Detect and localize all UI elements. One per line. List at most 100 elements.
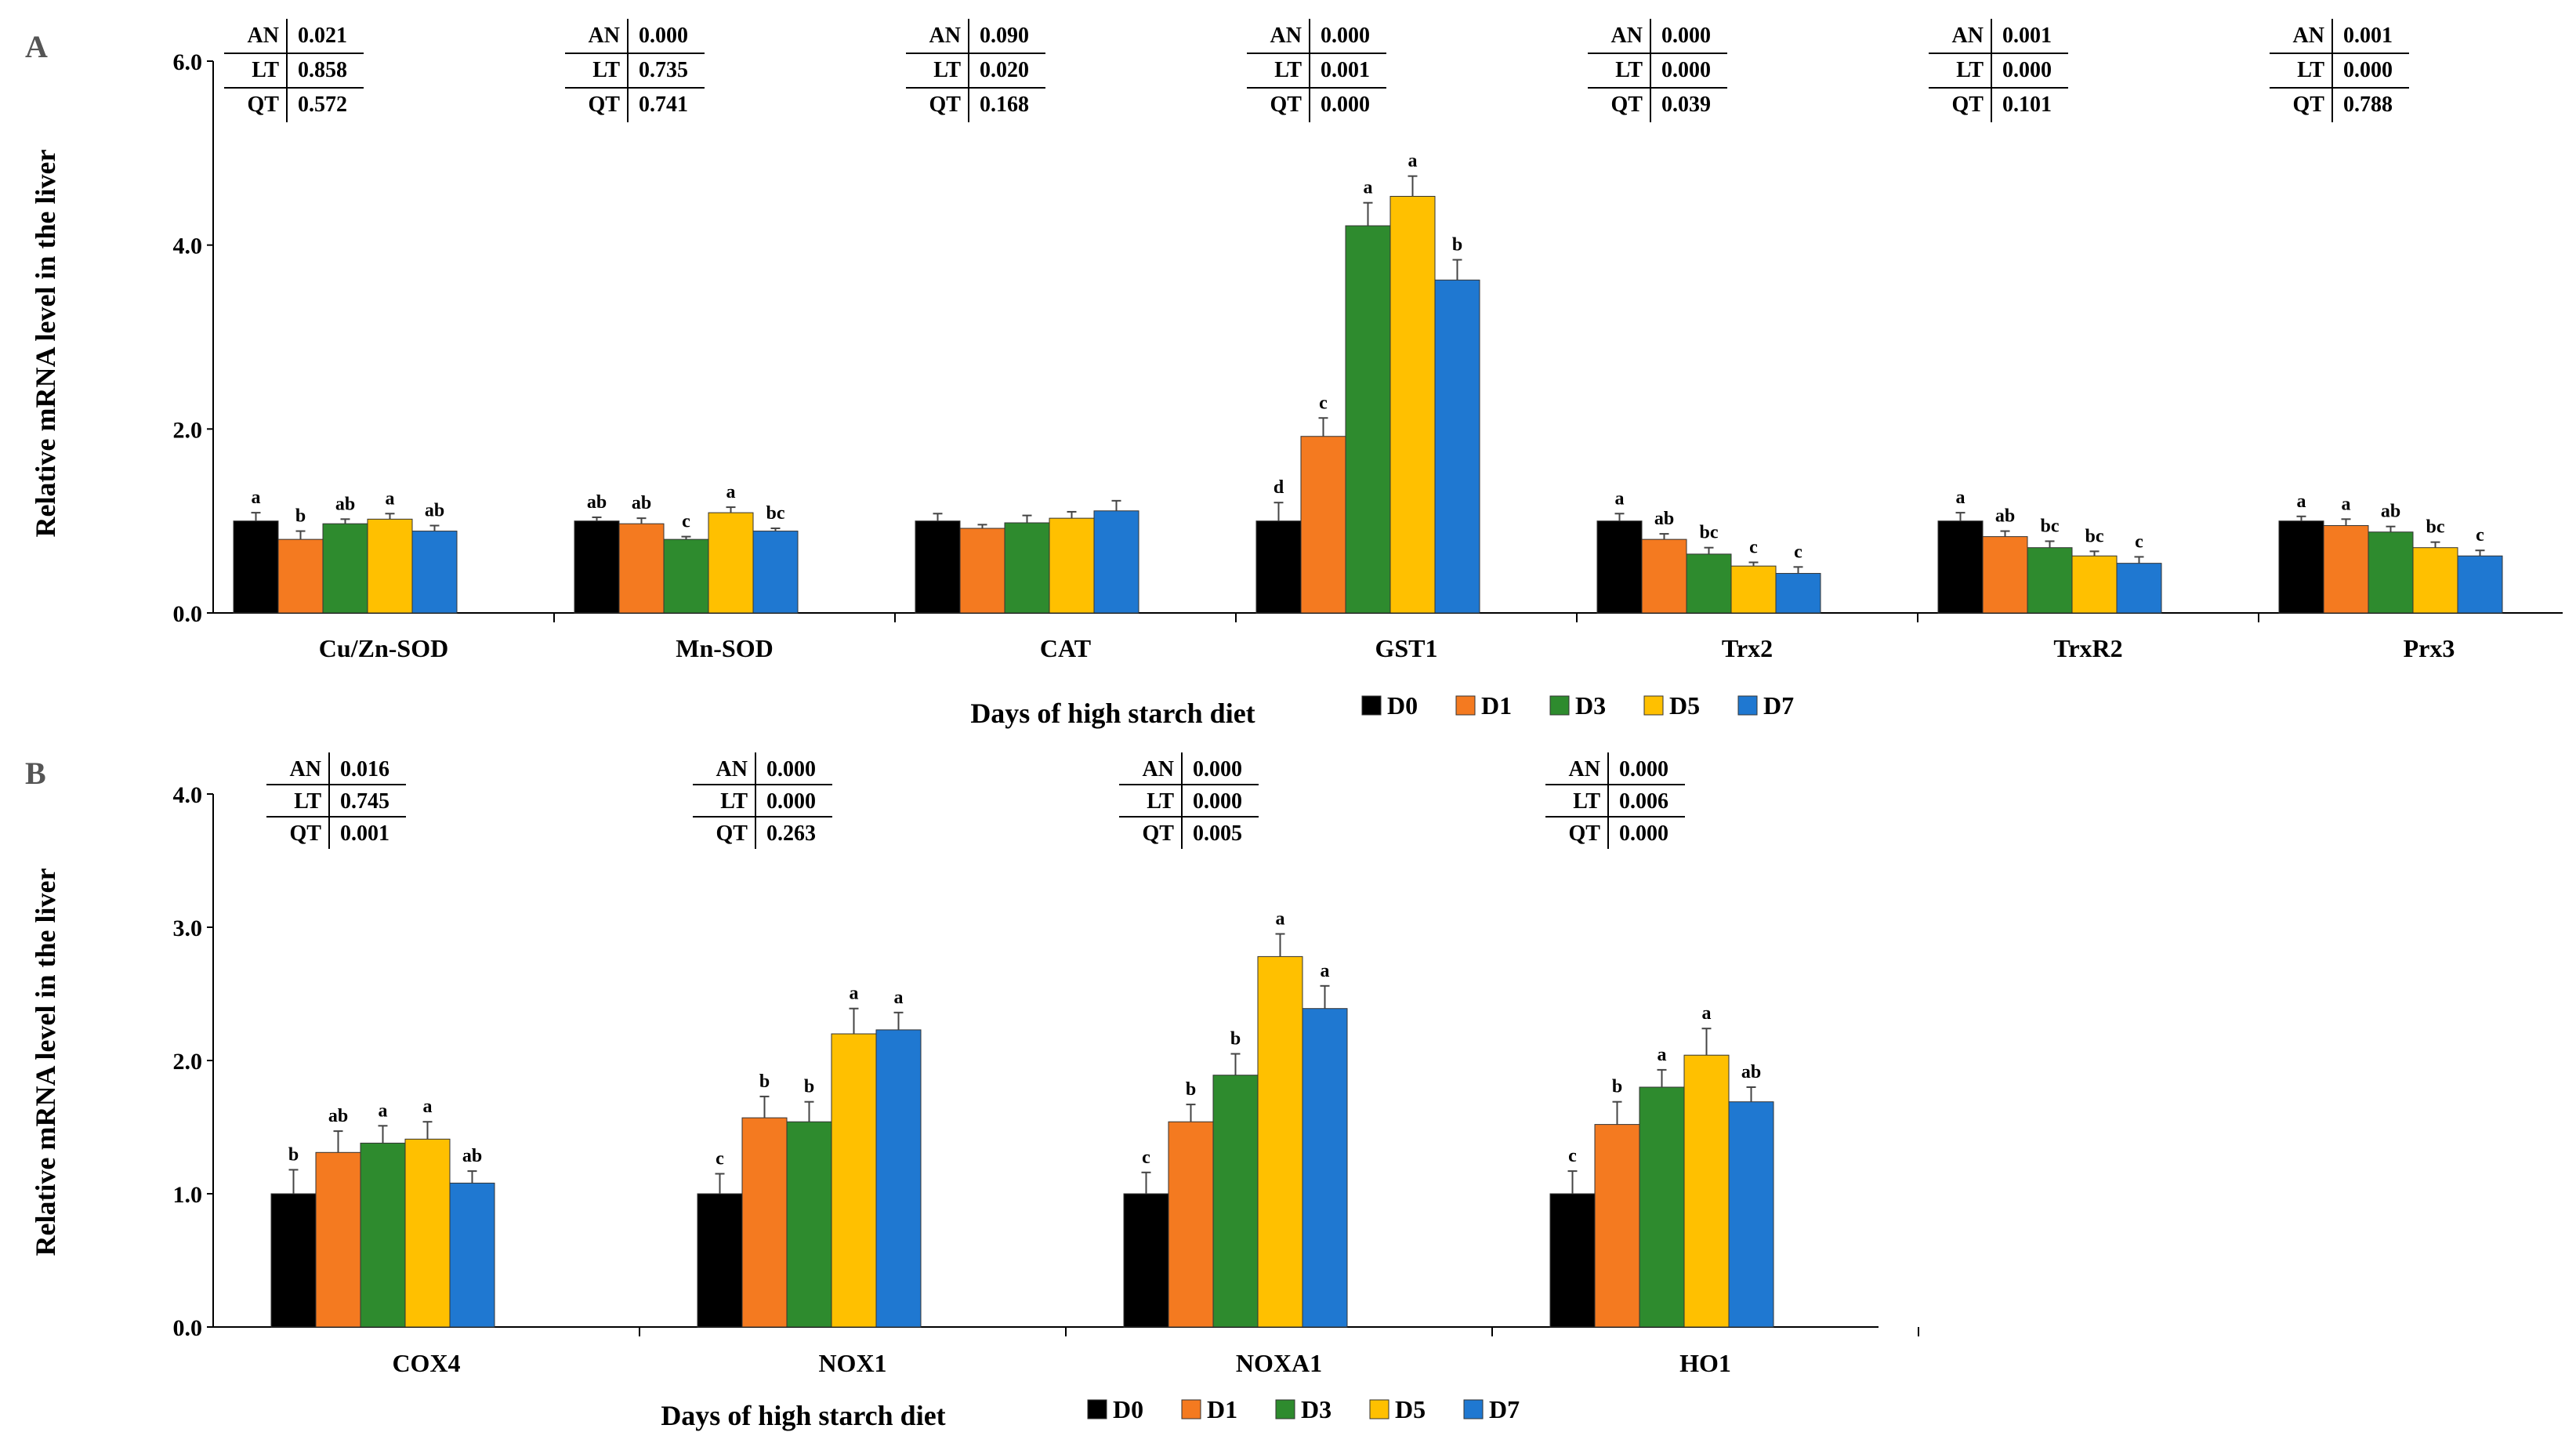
stats-key: LT: [933, 58, 961, 82]
significance-letter: d: [1274, 477, 1284, 498]
bar: [360, 1142, 406, 1328]
bar: [697, 1193, 743, 1328]
stats-key: AN: [589, 24, 620, 48]
stats-key: QT: [1270, 92, 1302, 117]
bar: [2278, 520, 2324, 614]
panel-b-ylabel: Relative mRNA level in the liver: [30, 868, 61, 1256]
stats-value: 0.005: [1193, 821, 1242, 846]
significance-letter: b: [288, 1144, 299, 1165]
stats-key: QT: [2293, 92, 2325, 117]
bar: [875, 1029, 922, 1328]
stats-value: 0.572: [298, 92, 347, 117]
panel-a-letter: A: [25, 29, 48, 64]
significance-letter: a: [1276, 909, 1285, 930]
significance-letter: c: [716, 1149, 724, 1169]
bar: [411, 531, 458, 614]
bar: [277, 538, 324, 614]
legend-label: D5: [1669, 691, 1700, 720]
bar: [2412, 547, 2458, 614]
stats-value: 0.000: [1193, 789, 1242, 814]
stats-key: AN: [1611, 24, 1643, 48]
y-tick-label: 0.0: [173, 601, 203, 627]
category-label: GST1: [1375, 634, 1437, 662]
stats-key: QT: [716, 821, 748, 846]
significance-letter: a: [1956, 488, 1966, 508]
stats-key: QT: [1143, 821, 1175, 846]
stats-key: QT: [929, 92, 962, 117]
significance-letter: a: [850, 984, 859, 1004]
stats-key: QT: [1952, 92, 1984, 117]
category-label: CAT: [1040, 634, 1091, 662]
y-tick-label: 4.0: [173, 234, 203, 259]
bar: [2071, 555, 2118, 614]
stats-key: AN: [1143, 757, 1174, 781]
legend-swatch: [1369, 1399, 1389, 1419]
bar: [322, 523, 368, 614]
bar: [315, 1151, 361, 1328]
stats-key: LT: [1573, 789, 1600, 814]
stats-value: 0.745: [340, 789, 389, 814]
legend-label: D0: [1113, 1395, 1143, 1423]
stats-value: 0.788: [2343, 92, 2393, 117]
legend-label: D1: [1481, 691, 1512, 720]
significance-letter: a: [1321, 961, 1330, 981]
bar: [741, 1117, 788, 1328]
panel-b: B Relative mRNA level in the liver Days …: [25, 752, 1919, 1431]
bar: [915, 520, 961, 614]
stats-value: 0.000: [2343, 58, 2393, 82]
legend-swatch: [1737, 695, 1758, 716]
significance-letter: ab: [1654, 509, 1674, 529]
panel-a: A Relative mRNA level in the liver Days …: [25, 19, 2563, 729]
bar: [1212, 1075, 1259, 1328]
stats-value: 0.101: [2002, 92, 2052, 117]
panel-b-legend: D0 D1 D3 D5 D7: [1087, 1395, 1520, 1423]
legend-swatch: [1643, 695, 1664, 716]
bar: [1049, 517, 1095, 614]
stats-value: 0.000: [1321, 24, 1370, 48]
stats-value: 0.000: [1619, 821, 1668, 846]
stats-key: QT: [290, 821, 322, 846]
significance-letter: ab: [632, 493, 651, 513]
category-label: Cu/Zn-SOD: [319, 634, 448, 662]
significance-letter: a: [1615, 488, 1625, 509]
bar: [2027, 547, 2073, 614]
bar: [1594, 1124, 1640, 1328]
stats-value: 0.000: [1193, 757, 1242, 781]
stats-value: 0.168: [980, 92, 1029, 117]
panel-a-xlabel: Days of high starch diet: [970, 698, 1255, 729]
stats-value: 0.741: [639, 92, 688, 117]
stats-value: 0.858: [298, 58, 347, 82]
bar: [831, 1033, 877, 1328]
stats-value: 0.016: [340, 757, 389, 781]
significance-letter: bc: [1700, 523, 1719, 543]
stats-key: LT: [592, 58, 620, 82]
stats-value: 0.039: [1661, 92, 1711, 117]
bar: [1302, 1008, 1348, 1328]
y-tick-label: 0.0: [173, 1315, 203, 1341]
significance-letter: a: [894, 988, 904, 1008]
legend-label: D7: [1489, 1395, 1520, 1423]
significance-letter: b: [1612, 1077, 1622, 1097]
significance-letter: a: [386, 488, 395, 509]
legend-label: D5: [1395, 1395, 1426, 1423]
bar: [270, 1193, 317, 1328]
significance-letter: a: [1702, 1003, 1712, 1024]
stats-value: 0.001: [2343, 24, 2393, 48]
bar: [233, 520, 279, 614]
significance-letter: a: [1408, 151, 1418, 172]
legend-swatch: [1463, 1399, 1484, 1419]
bar: [663, 538, 709, 614]
significance-letter: ab: [1741, 1062, 1761, 1082]
stats-key: AN: [2293, 24, 2324, 48]
bar: [2116, 563, 2162, 614]
significance-letter: c: [2135, 531, 2143, 552]
y-tick-label: 3.0: [173, 915, 203, 941]
stats-value: 0.090: [980, 24, 1029, 48]
stats-key: AN: [1952, 24, 1984, 48]
stats-value: 0.021: [298, 24, 347, 48]
panel-b-letter: B: [25, 756, 46, 791]
significance-letter: a: [423, 1097, 433, 1117]
significance-letter: b: [295, 506, 306, 527]
